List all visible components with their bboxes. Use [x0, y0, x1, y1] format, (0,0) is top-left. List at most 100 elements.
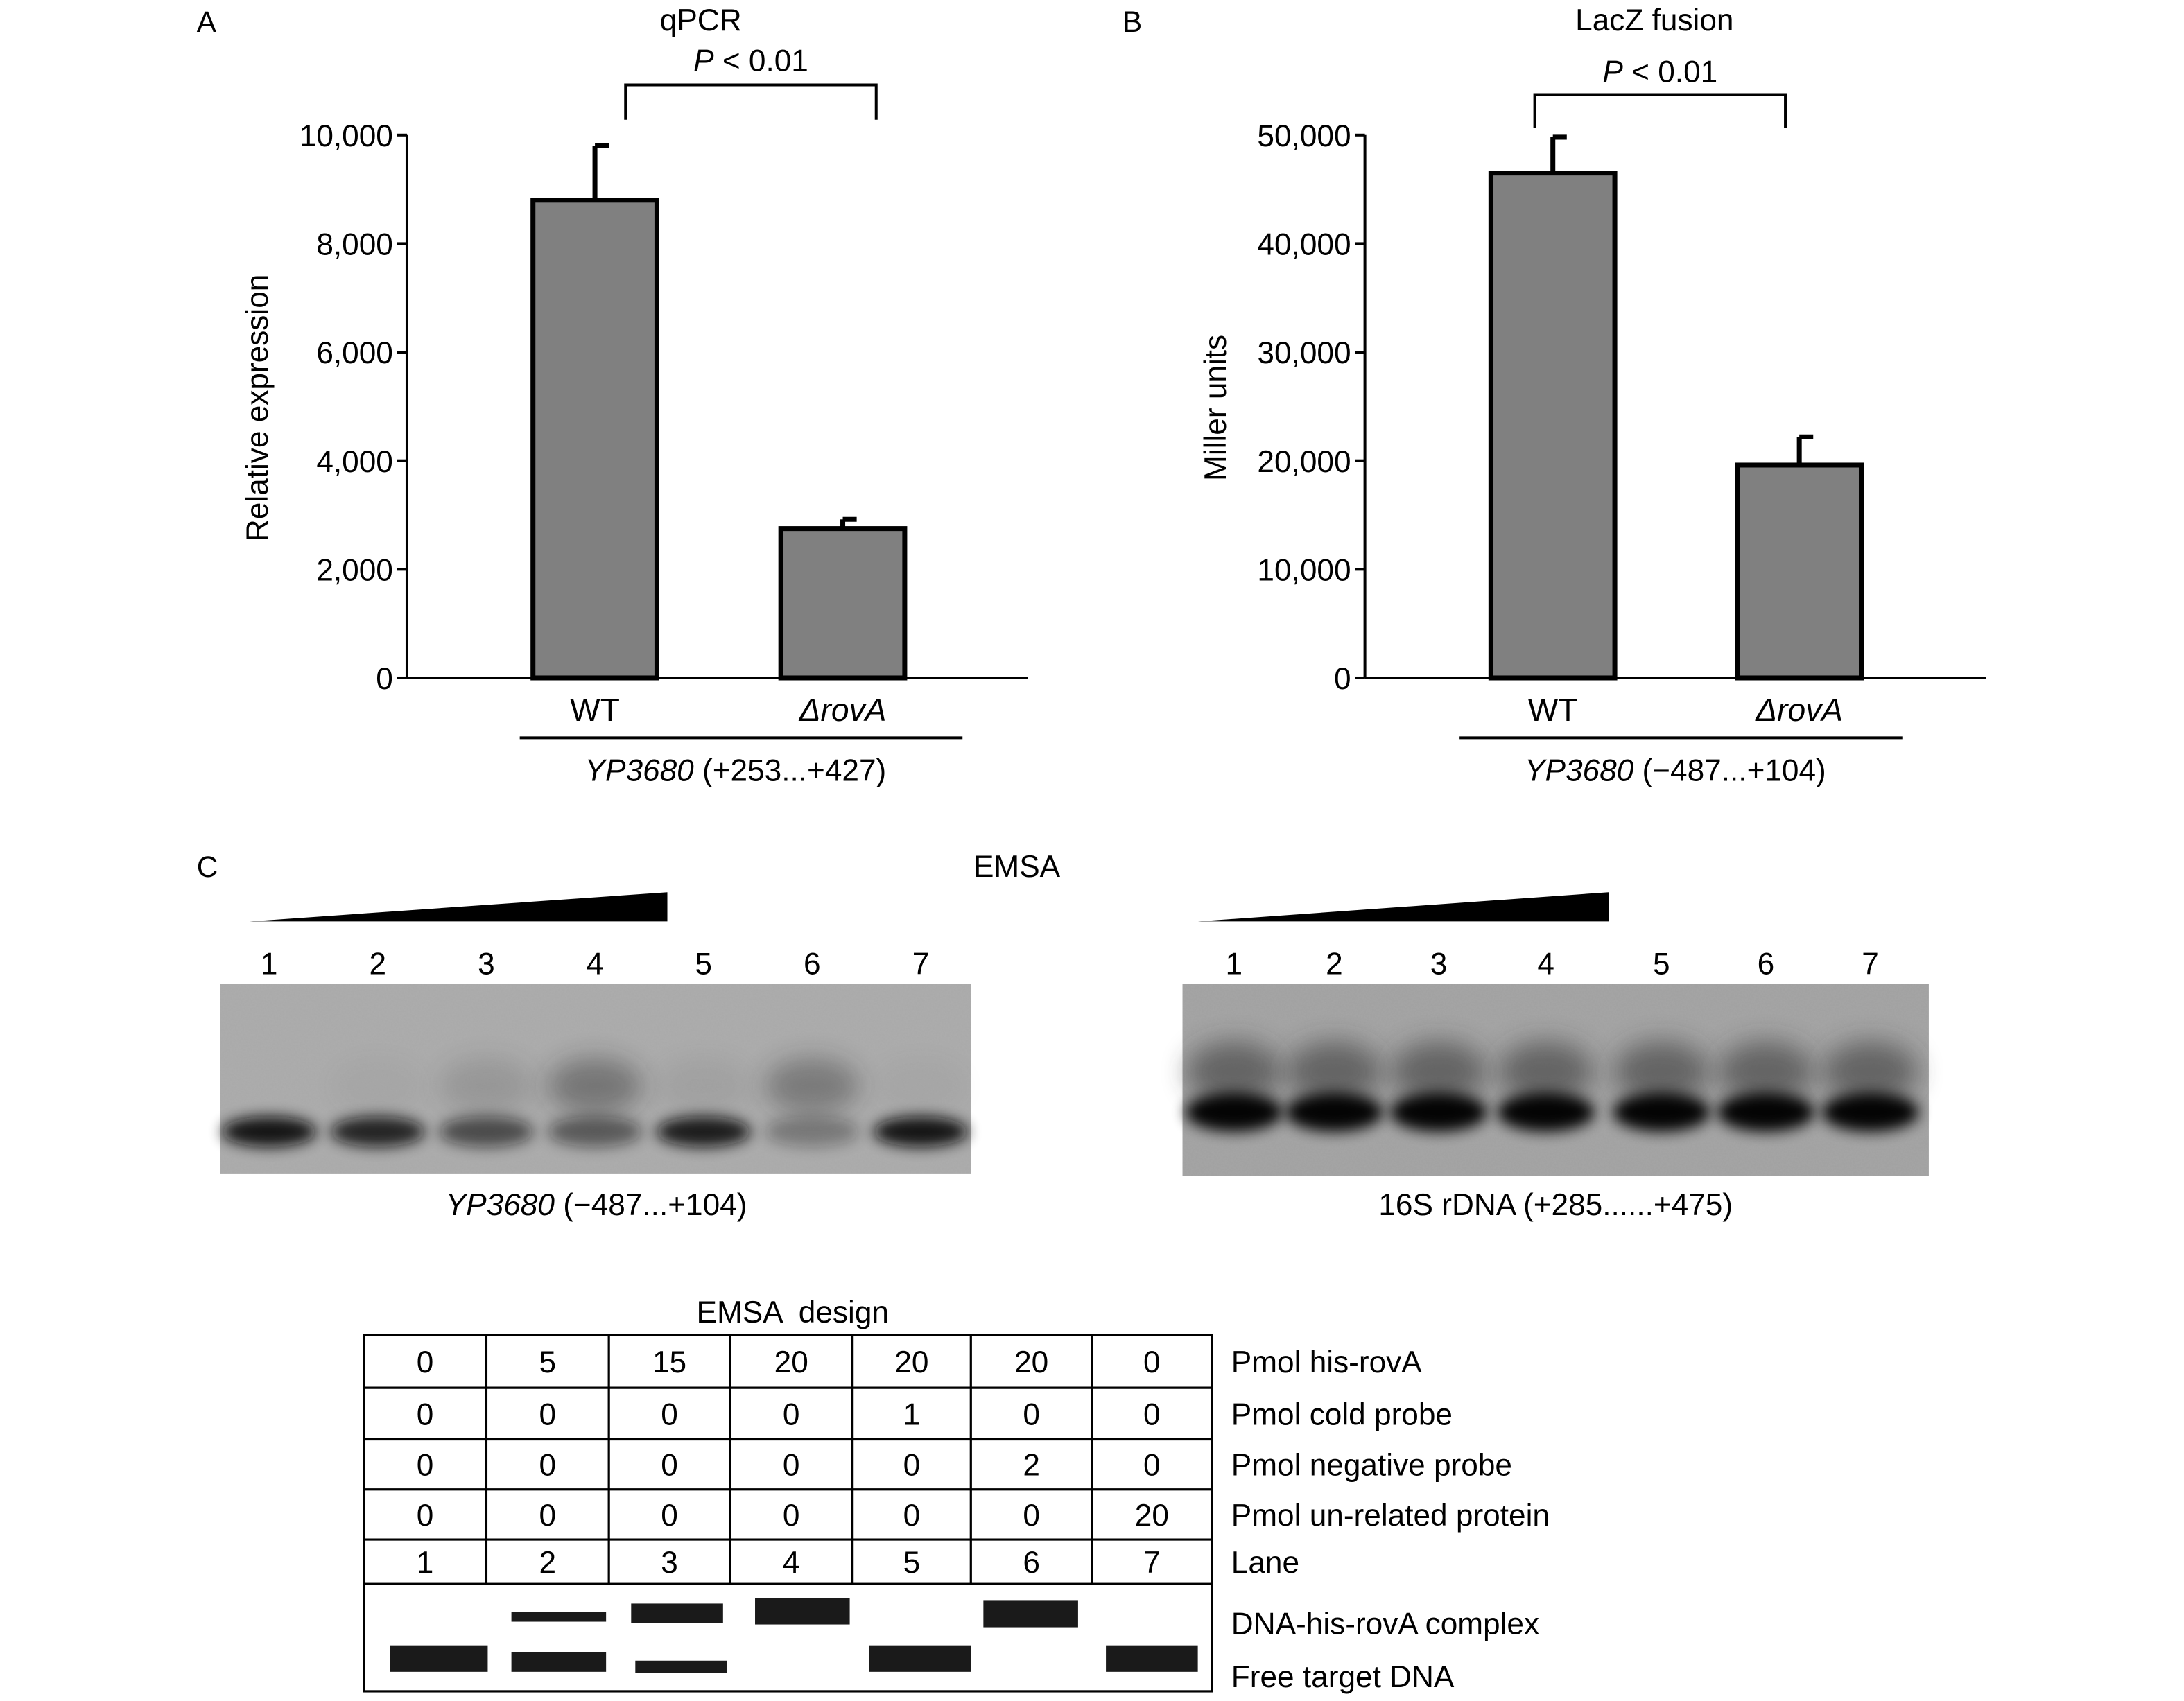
design-cell: 4: [783, 1546, 800, 1580]
panel-a-group-range: (+253...+427): [694, 754, 887, 788]
left-lane-number: 4: [587, 948, 604, 982]
design-row-label: Pmol cold probe: [1231, 1397, 1453, 1431]
right-free-band: [1821, 1092, 1919, 1132]
design-row-label: Lane: [1231, 1546, 1299, 1580]
left-lane-number: 2: [370, 948, 387, 982]
design-cell: 1: [903, 1397, 921, 1431]
design-free-band: [511, 1652, 607, 1672]
left-complex-band: [331, 1058, 426, 1113]
design-cell: 0: [661, 1499, 678, 1533]
panel-a-p-text: < 0.01: [722, 44, 808, 78]
right-smear-band: [1718, 1041, 1814, 1103]
right-lane-number: 6: [1758, 948, 1775, 982]
design-cell: 0: [417, 1397, 434, 1431]
right-lane-number: 3: [1430, 948, 1448, 982]
panel-b-group-gene: YP3680: [1525, 754, 1634, 788]
design-complex-label: DNA-his-rovA complex: [1231, 1607, 1539, 1641]
right-lane-number: 7: [1862, 948, 1879, 982]
left-complex-band: [439, 1058, 534, 1114]
panel-a-p-letter: P: [693, 44, 714, 78]
left-complex-band: [765, 1058, 860, 1114]
right-gel-image: [1182, 984, 1929, 1176]
design-cell: 0: [417, 1345, 434, 1379]
design-free-label: Free target DNA: [1231, 1660, 1455, 1694]
panel-a-category-label: WT: [570, 692, 620, 728]
panel-b-letter: B: [1123, 6, 1142, 38]
design-cell: 0: [1143, 1449, 1161, 1483]
design-complex-band: [755, 1598, 850, 1625]
right-smear-band: [1498, 1041, 1593, 1103]
right-smear-band: [1614, 1041, 1709, 1103]
design-cell: 0: [661, 1397, 678, 1431]
design-free-band: [390, 1645, 488, 1672]
right-lane-number: 4: [1537, 948, 1554, 982]
design-cell: 20: [894, 1345, 928, 1379]
right-free-band: [1285, 1092, 1383, 1132]
panel-b-pvalue: P < 0.01: [1602, 55, 1717, 89]
design-cell: 0: [783, 1449, 800, 1483]
right-smear-band: [1287, 1041, 1382, 1103]
right-lane-number: 1: [1226, 948, 1243, 982]
left-free-band: [873, 1116, 969, 1147]
design-cell: 0: [661, 1449, 678, 1483]
emsa-design: EMSA design 0 5 15 20 20 20 00 0 0 0 1 0 00 0 0 0 0 2 00 0 0…: [363, 1296, 1550, 1694]
panel-a-letter: A: [197, 6, 217, 38]
design-cell: 0: [903, 1449, 921, 1483]
panel-a-y-tick-label: 2,000: [316, 553, 393, 587]
left-free-band: [330, 1116, 426, 1147]
design-cell: 0: [539, 1449, 557, 1483]
design-complex-band: [983, 1600, 1078, 1628]
right-smear-band: [1186, 1041, 1282, 1103]
panel-b-y-tick-label: 30,000: [1257, 336, 1351, 370]
design-cell: 2: [1023, 1449, 1040, 1483]
panel-b-significance-bracket: [1533, 93, 1787, 128]
design-row-label: Pmol negative probe: [1231, 1449, 1512, 1483]
panel-b-bar: [1735, 462, 1864, 681]
panel-b-y-axis-label: Miller units: [1199, 335, 1233, 481]
left-lane-number: 5: [695, 948, 712, 982]
design-cell: 1: [417, 1546, 434, 1580]
panel-b-y-tick-label: 40,000: [1257, 227, 1351, 261]
design-cell: 0: [1023, 1499, 1040, 1533]
left-free-band: [221, 1116, 317, 1147]
design-cell: 0: [1143, 1345, 1161, 1379]
panel-a-group-label: YP3680 (+253...+427): [585, 754, 887, 788]
design-complex-band: [631, 1603, 723, 1623]
left-free-band: [547, 1116, 643, 1147]
panel-a-category-label: ΔrovA: [799, 692, 887, 728]
right-free-band: [1497, 1092, 1595, 1132]
right-free-band: [1613, 1092, 1710, 1132]
left-complex-band: [547, 1058, 643, 1114]
panel-a-y-axis-label: Relative expression: [241, 274, 275, 541]
right-free-band: [1185, 1092, 1283, 1132]
panel-a-plot: 0 2,000 4,000 6,000 8,000 10,000 WT ΔrovA: [300, 119, 1028, 728]
design-free-band: [635, 1660, 727, 1673]
panel-c: C EMSA 1 2 3 4 5 6 7 YP3680 (−487...+104) 1 2 3 4…: [197, 850, 1929, 1222]
panel-a-y-tick-label: 6,000: [316, 336, 393, 370]
panel-a: A qPCR P < 0.01 Relative expression 0 2,0…: [197, 3, 1028, 788]
design-table: 0 5 15 20 20 20 00 0 0 0 1 0 00 0 0 0 0 2 00 0 0 0 0 0 201 2 3 4 5 6 7: [363, 1334, 1213, 1585]
right-smear-band: [1391, 1041, 1487, 1103]
panel-b-plot: 0 10,000 20,000 30,000 40,000 50,000 WT ΔrovA: [1257, 119, 1986, 728]
design-cell: 0: [903, 1499, 921, 1533]
design-row-label: Pmol un-related protein: [1231, 1499, 1550, 1533]
right-lane-numbers: 1 2 3 4 5 6 7: [1226, 948, 1879, 982]
left-lane-number: 7: [912, 948, 930, 982]
panel-a-bar: [778, 526, 908, 681]
design-cell: 0: [1143, 1397, 1161, 1431]
design-complex-band: [511, 1612, 607, 1622]
design-free-band: [1106, 1645, 1198, 1672]
design-cell: 20: [1014, 1345, 1048, 1379]
design-band-schematic: DNA-his-rovA complex Free target DNA: [363, 1582, 1539, 1694]
left-complex-band: [874, 1058, 969, 1113]
panel-b-title: LacZ fusion: [1575, 3, 1733, 37]
panel-b-category-label: ΔrovA: [1755, 692, 1843, 728]
right-free-band: [1389, 1092, 1488, 1132]
right-lane-number: 2: [1326, 948, 1343, 982]
left-lane-number: 1: [261, 948, 278, 982]
design-row-labels: Pmol his-rovA Pmol cold probe Pmol negativ…: [1231, 1345, 1550, 1580]
design-cell: 0: [417, 1449, 434, 1483]
design-cell: 15: [652, 1345, 686, 1379]
panel-a-significance-bracket: [624, 83, 878, 120]
